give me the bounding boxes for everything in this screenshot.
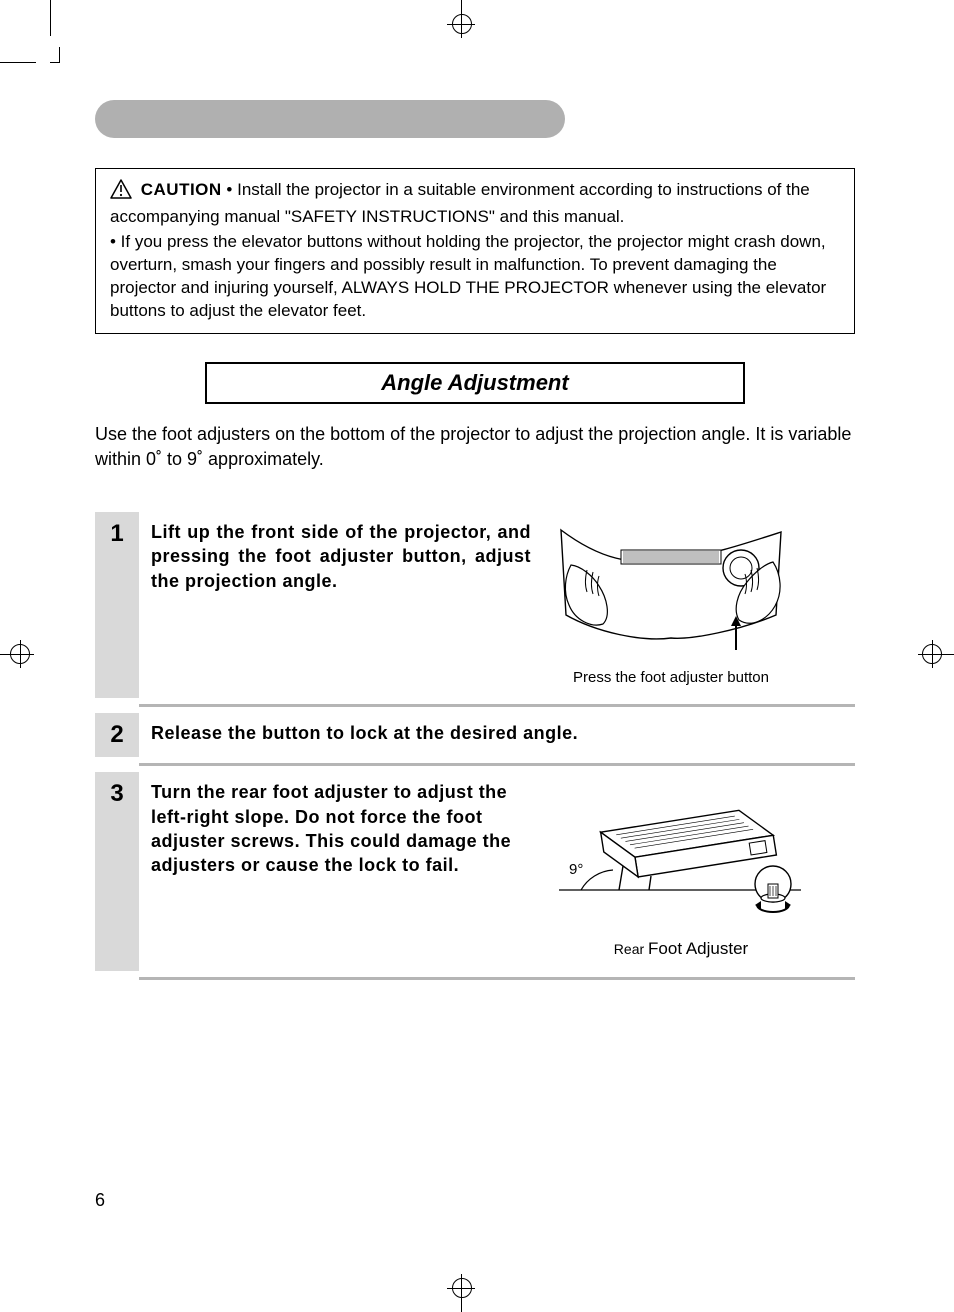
figure-2-caption: Rear Foot Adjuster: [551, 939, 811, 959]
step-number: 1: [95, 512, 139, 698]
warning-icon: [110, 179, 132, 206]
crop-mark: [0, 62, 36, 63]
separator: [139, 763, 855, 766]
page-content: CAUTION • Install the projector in a sui…: [95, 100, 855, 986]
page-number: 6: [95, 1190, 105, 1211]
caution-text-2: • If you press the elevator buttons with…: [110, 231, 840, 323]
step-1: 1 Lift up the front side of the projecto…: [95, 512, 855, 698]
step-text: Turn the rear foot adjuster to adjust th…: [151, 780, 541, 959]
step-number: 3: [95, 772, 139, 971]
separator: [139, 977, 855, 980]
caution-label: CAUTION: [141, 180, 222, 199]
section-title: Angle Adjustment: [381, 370, 568, 395]
crop-mark: [50, 0, 51, 36]
crop-mark: [20, 640, 21, 668]
section-title-box: Angle Adjustment: [205, 362, 745, 404]
crop-mark: [447, 1288, 475, 1289]
crop-mark: [932, 640, 933, 668]
figure-1: Press the foot adjuster button: [541, 520, 801, 686]
figure-2-caption-a: Rear: [614, 941, 648, 957]
angle-label: 9°: [569, 861, 583, 878]
figure-2-caption-b: Foot Adjuster: [648, 939, 748, 958]
figure-1-caption: Press the foot adjuster button: [541, 669, 801, 686]
header-pill: [95, 100, 565, 138]
caution-box: CAUTION • Install the projector in a sui…: [95, 168, 855, 334]
step-3: 3 Turn the rear foot adjuster to adjust …: [95, 772, 855, 971]
crop-mark: [50, 47, 60, 63]
separator: [139, 704, 855, 707]
step-text: Release the button to lock at the desire…: [151, 721, 578, 745]
crop-mark: [447, 24, 475, 25]
step-number: 2: [95, 713, 139, 757]
figure-2: 9° Rear Foot Adjuster: [551, 780, 811, 959]
intro-text: Use the foot adjusters on the bottom of …: [95, 422, 855, 472]
step-2: 2 Release the button to lock at the desi…: [95, 713, 855, 757]
step-text: Lift up the front side of the projector,…: [151, 520, 531, 686]
